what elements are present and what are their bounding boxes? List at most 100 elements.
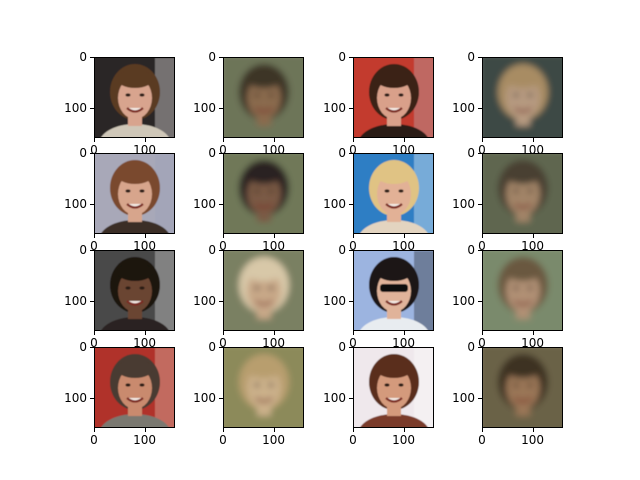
y-tick-label: 0 <box>338 340 346 354</box>
panel-r4-c1: 0 100 0 100 <box>64 340 175 447</box>
y-tick-label: 0 <box>467 146 475 160</box>
x-tick-label: 100 <box>392 433 416 447</box>
y-tick-mark <box>478 203 482 205</box>
panel-r1-c1: 0 100 0 100 <box>64 50 175 157</box>
y-tick-mark <box>219 153 223 154</box>
panel-r1-c2: 0 100 0 100 <box>193 50 304 157</box>
x-tick-label: 0 <box>90 433 98 447</box>
generated-face-image <box>482 153 563 234</box>
x-tick-mark <box>403 331 405 335</box>
y-tick-label: 100 <box>323 390 346 405</box>
x-tick-mark <box>353 331 354 335</box>
x-tick-label: 0 <box>90 336 98 350</box>
x-tick-mark <box>532 138 534 142</box>
x-tick-mark <box>532 234 534 238</box>
y-tick-label: 100 <box>193 390 216 405</box>
x-tick-label: 100 <box>521 433 545 447</box>
y-tick-mark <box>90 203 94 205</box>
y-tick-mark <box>478 57 482 58</box>
x-tick-mark <box>273 138 275 142</box>
y-tick-mark <box>90 347 94 348</box>
y-tick-mark <box>349 397 353 399</box>
y-tick-label: 0 <box>79 146 87 160</box>
y-tick-mark <box>90 107 94 109</box>
x-tick-label: 0 <box>90 239 98 253</box>
face-photo <box>94 250 175 331</box>
y-tick-mark <box>478 397 482 399</box>
x-tick-mark <box>532 331 534 335</box>
generated-face-image <box>223 57 304 138</box>
y-tick-label: 0 <box>208 243 216 257</box>
y-tick-label: 100 <box>323 100 346 115</box>
panel-r4-c4: 0 100 0 100 <box>452 340 563 447</box>
panel-r2-c1: 0 100 0 100 <box>64 146 175 253</box>
x-tick-label: 0 <box>90 143 98 157</box>
y-tick-label: 100 <box>193 196 216 211</box>
x-tick-label: 100 <box>133 433 157 447</box>
y-tick-mark <box>478 250 482 251</box>
y-tick-mark <box>90 300 94 302</box>
x-tick-label: 0 <box>349 239 357 253</box>
y-tick-mark <box>90 397 94 399</box>
x-tick-mark <box>403 138 405 142</box>
panel-r2-c4: 0 100 0 100 <box>452 146 563 253</box>
panel-r1-c4: 0 100 0 100 <box>452 50 563 157</box>
x-tick-label: 100 <box>521 336 545 350</box>
face-photo <box>353 57 434 138</box>
y-tick-mark <box>478 153 482 154</box>
x-tick-label: 0 <box>219 143 227 157</box>
y-tick-label: 100 <box>64 390 87 405</box>
x-tick-label: 100 <box>521 239 545 253</box>
y-tick-mark <box>219 107 223 109</box>
y-tick-mark <box>219 347 223 348</box>
x-tick-mark <box>353 428 354 432</box>
panel-r4-c2: 0 100 0 100 <box>193 340 304 447</box>
y-tick-mark <box>90 57 94 58</box>
x-tick-mark <box>94 234 95 238</box>
generated-face-image <box>482 250 563 331</box>
generated-face-image <box>223 250 304 331</box>
y-tick-label: 100 <box>64 196 87 211</box>
y-tick-mark <box>349 57 353 58</box>
y-tick-label: 100 <box>452 196 475 211</box>
y-tick-label: 0 <box>79 340 87 354</box>
panel-r3-c4: 0 100 0 100 <box>452 243 563 350</box>
x-tick-label: 0 <box>349 143 357 157</box>
x-tick-mark <box>94 331 95 335</box>
generated-face-image <box>223 347 304 428</box>
face-photo <box>94 153 175 234</box>
x-tick-mark <box>482 138 483 142</box>
x-tick-mark <box>94 138 95 142</box>
y-tick-label: 100 <box>193 293 216 308</box>
x-tick-label: 0 <box>219 336 227 350</box>
x-tick-label: 100 <box>262 336 286 350</box>
panel-r3-c2: 0 100 0 100 <box>193 243 304 350</box>
x-tick-label: 0 <box>219 433 227 447</box>
x-tick-mark <box>532 428 534 432</box>
y-tick-label: 0 <box>467 340 475 354</box>
x-tick-label: 100 <box>392 239 416 253</box>
x-tick-mark <box>144 428 146 432</box>
x-tick-mark <box>482 428 483 432</box>
panel-r3-c1: 0 100 0 100 <box>64 243 175 350</box>
x-tick-mark <box>223 234 224 238</box>
y-tick-label: 0 <box>208 50 216 64</box>
y-tick-label: 0 <box>338 146 346 160</box>
y-tick-mark <box>349 203 353 205</box>
face-photo <box>353 153 434 234</box>
y-tick-mark <box>478 300 482 302</box>
x-tick-mark <box>482 234 483 238</box>
x-tick-label: 0 <box>478 239 486 253</box>
y-tick-label: 0 <box>79 50 87 64</box>
x-tick-mark <box>353 138 354 142</box>
y-tick-mark <box>349 250 353 251</box>
y-tick-mark <box>219 57 223 58</box>
y-tick-label: 100 <box>323 196 346 211</box>
x-tick-mark <box>144 331 146 335</box>
y-tick-mark <box>349 347 353 348</box>
panel-r1-c3: 0 100 0 100 <box>323 50 434 157</box>
x-tick-mark <box>273 428 275 432</box>
y-tick-mark <box>219 397 223 399</box>
face-photo <box>94 57 175 138</box>
